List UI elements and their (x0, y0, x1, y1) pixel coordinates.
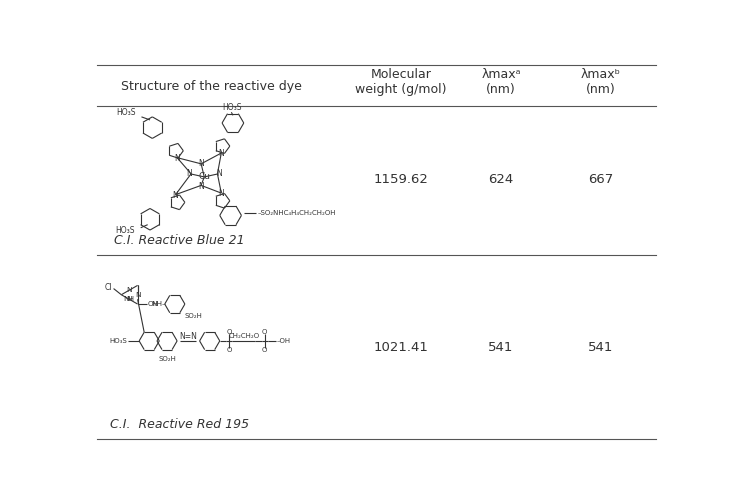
Text: –OH: –OH (277, 338, 291, 344)
Text: O: O (262, 329, 268, 335)
Text: N: N (126, 296, 132, 302)
Text: OH: OH (148, 301, 159, 307)
Text: Structure of the reactive dye: Structure of the reactive dye (121, 79, 301, 92)
Text: λmaxᵃ
(nm): λmaxᵃ (nm) (481, 68, 521, 96)
Text: –SO₂NHC₄H₄CH₂CH₂OH: –SO₂NHC₄H₄CH₂CH₂OH (258, 210, 336, 216)
Text: HO₃S: HO₃S (115, 226, 135, 235)
Text: SO₂H: SO₂H (158, 356, 176, 362)
Text: 1159.62: 1159.62 (373, 173, 429, 186)
Text: C.I.  Reactive Red 195: C.I. Reactive Red 195 (110, 418, 249, 431)
Text: 1021.41: 1021.41 (373, 341, 429, 354)
Text: NH–: NH– (151, 301, 166, 307)
Text: N=N: N=N (179, 332, 197, 341)
Text: O: O (226, 329, 232, 335)
Text: Cl: Cl (104, 283, 112, 292)
Text: HO₃S: HO₃S (117, 108, 136, 117)
Text: N: N (126, 287, 132, 293)
Text: N: N (173, 191, 179, 200)
Text: 624: 624 (489, 173, 514, 186)
Text: Cu: Cu (198, 173, 210, 182)
Text: C.I. Reactive Blue 21: C.I. Reactive Blue 21 (114, 235, 245, 248)
Text: N: N (135, 292, 140, 298)
Text: 667: 667 (589, 173, 614, 186)
Text: N: N (198, 182, 204, 191)
Text: SO₂H: SO₂H (184, 313, 202, 319)
Text: O: O (226, 347, 232, 353)
Text: 541: 541 (488, 341, 514, 354)
Text: O: O (262, 347, 268, 353)
Text: N: N (218, 149, 224, 158)
Text: Molecular
weight (g/mol): Molecular weight (g/mol) (355, 68, 447, 96)
Text: N: N (198, 159, 204, 168)
Text: N: N (187, 169, 193, 178)
Text: N: N (218, 189, 224, 199)
Text: HO₃S: HO₃S (222, 103, 242, 112)
Text: 541: 541 (588, 341, 614, 354)
Text: λmaxᵇ
(nm): λmaxᵇ (nm) (581, 68, 621, 96)
Text: HO₃S: HO₃S (109, 338, 126, 344)
Text: N: N (216, 169, 222, 178)
Text: NH: NH (123, 296, 135, 302)
Text: N: N (174, 154, 180, 163)
Text: CH₂CH₂O: CH₂CH₂O (228, 333, 259, 339)
